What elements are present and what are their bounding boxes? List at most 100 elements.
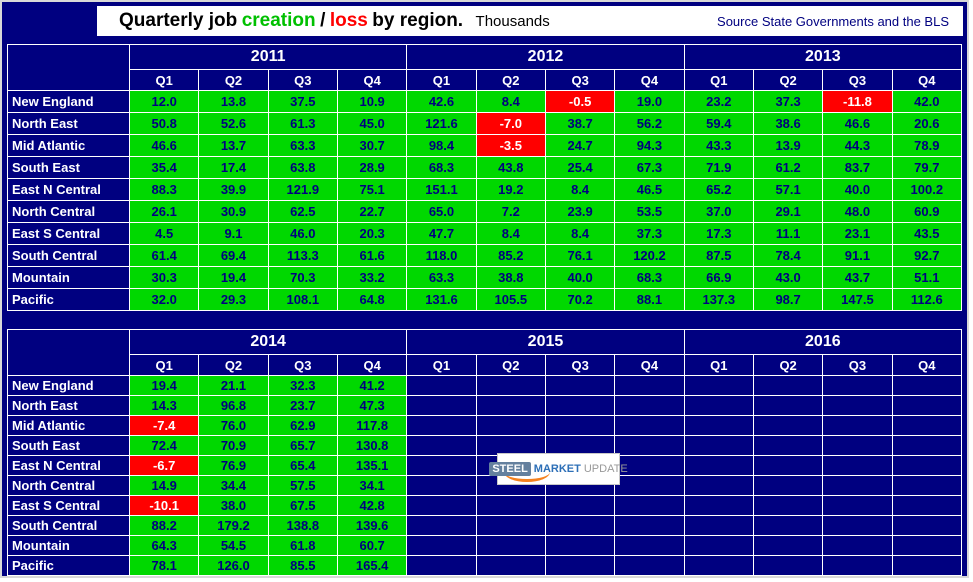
value-cell: 43.5 xyxy=(892,223,962,245)
quarter-header: Q1 xyxy=(407,70,477,91)
value-cell: 118.0 xyxy=(407,245,477,267)
quarter-header: Q4 xyxy=(337,355,408,376)
region-label: North East xyxy=(8,396,130,416)
value-cell: 13.8 xyxy=(199,91,269,113)
value-cell: 38.7 xyxy=(545,113,616,135)
quarter-header: Q1 xyxy=(130,355,200,376)
table-row: North Central 26.1 30.9 62.5 22.7 65.0 7.2 23.9… xyxy=(8,201,962,223)
empty-cell xyxy=(407,536,477,556)
region-label: North East xyxy=(8,113,130,135)
table-row: New England 19.4 21.1 32.3 41.2 xyxy=(8,376,962,396)
table-row: Pacific 32.0 29.3 108.1 64.8 131.6 105.5 70.2 88… xyxy=(8,289,962,311)
value-cell: 39.9 xyxy=(199,179,269,201)
table-row: East N Central 88.3 39.9 121.9 75.1 151.1 19.2… xyxy=(8,179,962,201)
value-cell: 61.6 xyxy=(337,245,408,267)
value-cell: 14.3 xyxy=(130,396,200,416)
quarter-header: Q3 xyxy=(268,355,338,376)
value-cell: 43.0 xyxy=(753,267,824,289)
empty-cell xyxy=(476,416,546,436)
value-cell: 98.4 xyxy=(407,135,477,157)
empty-cell xyxy=(476,516,546,536)
value-cell: -7.4 xyxy=(130,416,200,436)
value-cell: 87.5 xyxy=(684,245,754,267)
value-cell: 65.7 xyxy=(268,436,338,456)
logo-word-update: UPDATE xyxy=(583,463,628,475)
table-row: South Central 88.2 179.2 138.8 139.6 xyxy=(8,516,962,536)
value-cell: 19.2 xyxy=(476,179,546,201)
value-cell: 8.4 xyxy=(476,91,546,113)
quarter-header: Q1 xyxy=(130,70,200,91)
value-cell: 34.4 xyxy=(199,476,269,496)
empty-cell xyxy=(892,536,962,556)
year-header: 2015 xyxy=(407,330,685,355)
quarter-header: Q3 xyxy=(545,355,616,376)
title-bar: Quarterly job creation / loss by region.… xyxy=(97,6,963,36)
value-cell: 32.3 xyxy=(268,376,338,396)
empty-cell xyxy=(615,376,685,396)
value-cell: 61.8 xyxy=(268,536,338,556)
empty-cell xyxy=(407,436,477,456)
value-cell: 62.5 xyxy=(268,201,338,223)
title-slash: / xyxy=(320,10,326,31)
value-cell: 45.0 xyxy=(337,113,408,135)
value-cell: 135.1 xyxy=(337,456,408,476)
empty-cell xyxy=(615,536,685,556)
empty-cell xyxy=(892,476,962,496)
value-cell: 63.3 xyxy=(268,135,338,157)
value-cell: 92.7 xyxy=(892,245,962,267)
title-units: Thousands xyxy=(475,13,550,30)
value-cell: 9.1 xyxy=(199,223,269,245)
value-cell: 8.4 xyxy=(476,223,546,245)
table-row: Mountain 64.3 54.5 61.8 60.7 xyxy=(8,536,962,556)
quarter-header: Q1 xyxy=(684,355,754,376)
empty-cell xyxy=(407,376,477,396)
quarter-header: Q4 xyxy=(892,70,962,91)
value-cell: 47.3 xyxy=(337,396,408,416)
value-cell: 10.9 xyxy=(337,91,408,113)
empty-cell xyxy=(476,496,546,516)
value-cell: 138.8 xyxy=(268,516,338,536)
value-cell: 70.3 xyxy=(268,267,338,289)
value-cell: 54.5 xyxy=(199,536,269,556)
empty-cell xyxy=(476,536,546,556)
quarter-header: Q4 xyxy=(892,355,962,376)
region-label: North Central xyxy=(8,201,130,223)
empty-cell xyxy=(407,456,477,476)
year-header: 2013 xyxy=(684,45,962,70)
title-lead: Quarterly job xyxy=(119,10,238,31)
quarter-header: Q2 xyxy=(753,70,824,91)
quarter-header: Q4 xyxy=(615,355,685,376)
value-cell: 63.8 xyxy=(268,157,338,179)
value-cell: 137.3 xyxy=(684,289,754,311)
empty-cell xyxy=(823,536,893,556)
value-cell: 26.1 xyxy=(130,201,200,223)
value-cell: 64.8 xyxy=(337,289,408,311)
table-2014-2016: 2014 2015 2016 Q1 Q2 Q3 Q4 Q1 Q2 Q3 Q4 Q1 Q2 Q3 Q4 New … xyxy=(7,329,962,576)
region-label: New England xyxy=(8,376,130,396)
orange-swoosh-icon xyxy=(504,472,550,482)
value-cell: 130.8 xyxy=(337,436,408,456)
value-cell: 37.0 xyxy=(684,201,754,223)
value-cell: 47.7 xyxy=(407,223,477,245)
region-label: North Central xyxy=(8,476,130,496)
value-cell: -10.1 xyxy=(130,496,200,516)
value-cell: 19.0 xyxy=(615,91,685,113)
value-cell: 46.6 xyxy=(823,113,893,135)
value-cell: 44.3 xyxy=(823,135,893,157)
value-cell: 120.2 xyxy=(615,245,685,267)
value-cell: 72.4 xyxy=(130,436,200,456)
empty-cell xyxy=(753,456,824,476)
empty-cell xyxy=(615,436,685,456)
value-cell: 71.9 xyxy=(684,157,754,179)
empty-cell xyxy=(892,456,962,476)
value-cell: 19.4 xyxy=(199,267,269,289)
region-label: South Central xyxy=(8,516,130,536)
source-note: Source State Governments and the BLS xyxy=(717,13,949,29)
value-cell: 17.3 xyxy=(684,223,754,245)
job-table: 2014 2015 2016 Q1 Q2 Q3 Q4 Q1 Q2 Q3 Q4 Q1 Q2 Q3 Q4 New … xyxy=(7,329,962,576)
value-cell: -0.5 xyxy=(545,91,616,113)
empty-cell xyxy=(753,436,824,456)
value-cell: 62.9 xyxy=(268,416,338,436)
value-cell: 85.2 xyxy=(476,245,546,267)
